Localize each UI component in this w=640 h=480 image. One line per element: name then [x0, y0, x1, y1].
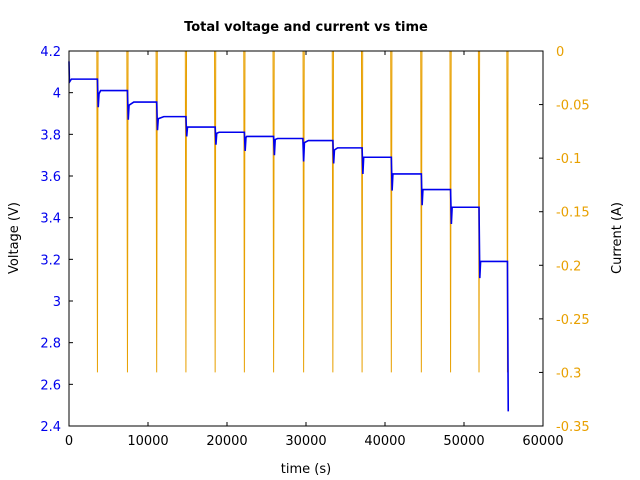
right-axis-ticks: 0 -0.05 -0.1 -0.15 -0.2 -0.25 -0.3 -0.35	[539, 45, 590, 435]
left-y-tick-label: 3.8	[40, 128, 61, 143]
left-y-tick-label: 3	[53, 295, 61, 310]
x-tick-label: 20000	[206, 434, 247, 449]
chart-title: Total voltage and current vs time	[184, 20, 428, 35]
right-y-tick-label: -0.15	[556, 206, 590, 221]
x-axis-label: time (s)	[281, 462, 331, 477]
x-tick-label: 30000	[285, 434, 326, 449]
x-tick-label: 60000	[522, 434, 563, 449]
right-y-tick-label: -0.3	[556, 366, 581, 381]
voltage-line	[68, 61, 510, 412]
x-tick-label: 10000	[127, 434, 168, 449]
left-y-tick-label: 4.2	[40, 45, 61, 60]
left-y-tick-label: 4	[53, 87, 61, 102]
left-y-tick-label: 3.4	[40, 212, 61, 227]
right-y-tick-label: -0.25	[556, 313, 590, 328]
left-y-tick-label: 3.6	[40, 170, 61, 185]
left-y-tick-label: 2.4	[40, 420, 61, 435]
right-y-tick-label: 0	[556, 45, 564, 60]
left-y-tick-label: 3.2	[40, 253, 61, 268]
voltage-series	[68, 61, 510, 412]
left-y-tick-label: 2.8	[40, 337, 61, 352]
right-y-tick-label: -0.05	[556, 99, 590, 114]
left-axis-label: Voltage (V)	[7, 202, 22, 274]
x-tick-label: 50000	[443, 434, 484, 449]
x-tick-label: 0	[65, 434, 73, 449]
right-y-tick-label: -0.2	[556, 259, 581, 274]
left-y-tick-label: 2.6	[40, 378, 61, 393]
right-y-tick-label: -0.1	[556, 152, 581, 167]
right-axis-label: Current (A)	[610, 202, 625, 274]
right-y-tick-label: -0.35	[556, 420, 590, 435]
x-axis-ticks: 0 10000 20000 30000 40000 50000 60000	[65, 51, 564, 449]
left-axis-ticks: 2.4 2.6 2.8 3 3.2 3.4 3.6 3.8 4 4.2	[40, 45, 73, 435]
x-tick-label: 40000	[364, 434, 405, 449]
